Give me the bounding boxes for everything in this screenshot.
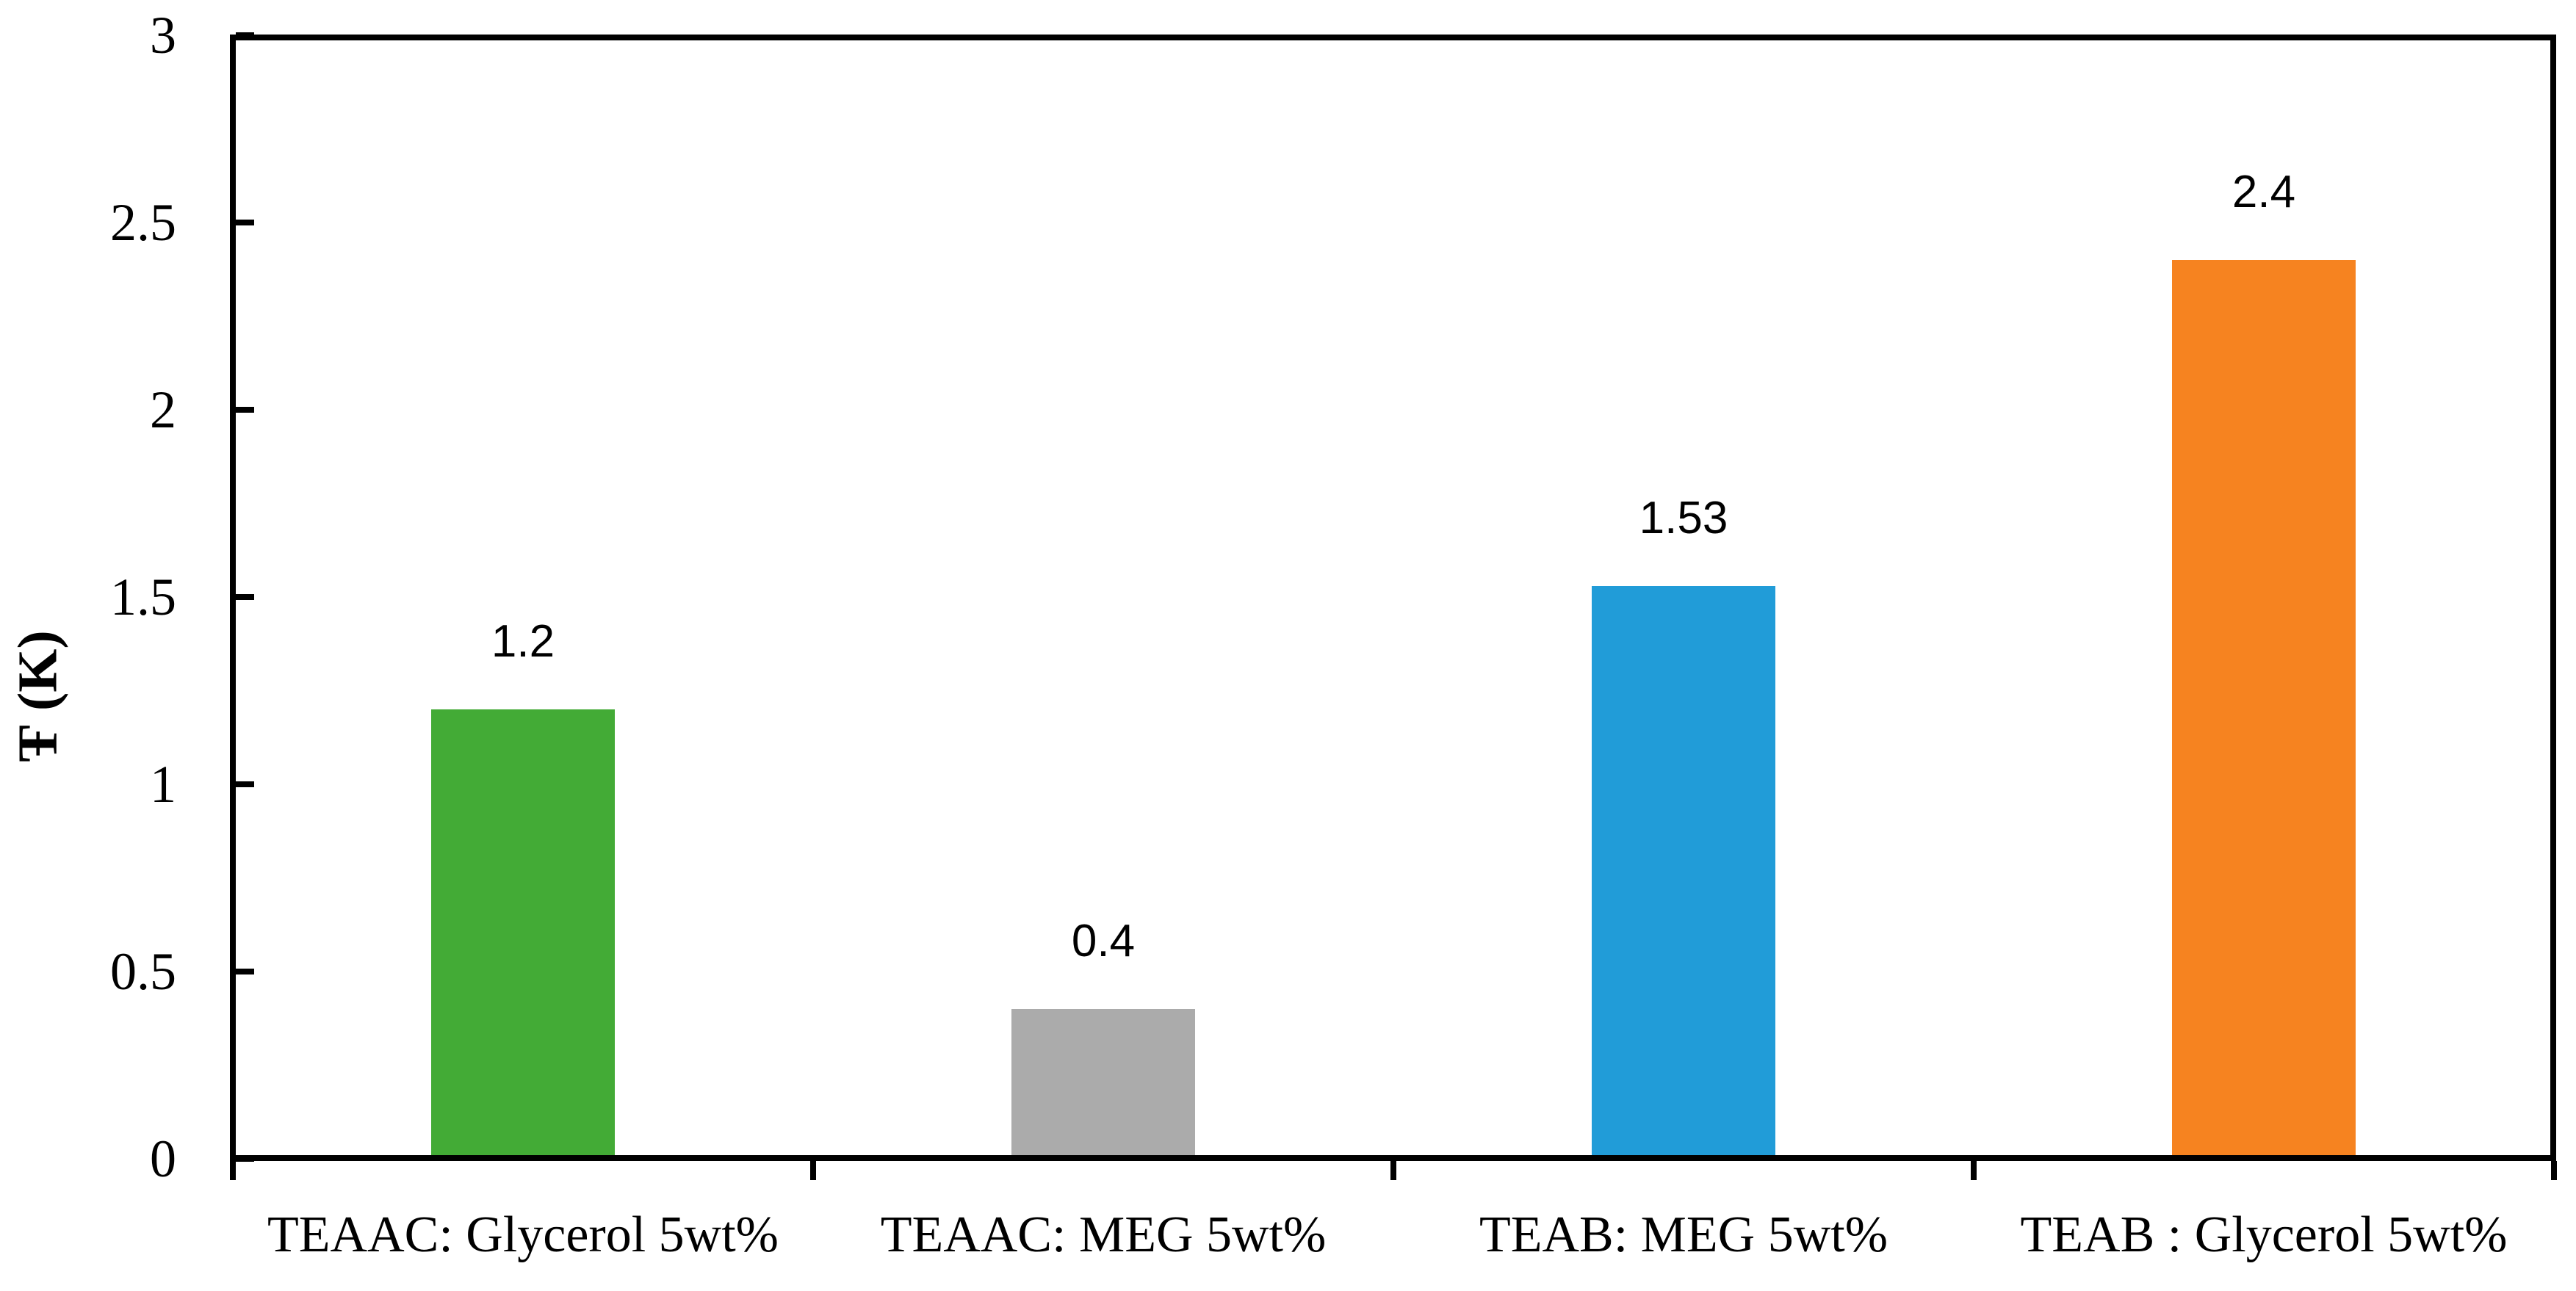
bar (2172, 260, 2356, 1159)
bar (431, 709, 615, 1159)
y-tick-label: 1 (150, 755, 176, 814)
y-tick-mark (236, 781, 254, 787)
y-tick-mark (236, 407, 254, 413)
x-category-label: TEAB : Glycerol 5wt% (2020, 1207, 2508, 1263)
y-tick-label: 0.5 (110, 942, 176, 1001)
y-tick-mark (236, 594, 254, 600)
y-tick-mark (236, 32, 254, 38)
x-tick-mark (230, 1161, 236, 1180)
y-tick-label: 2.5 (110, 193, 176, 252)
bar (1592, 585, 1775, 1159)
y-tick-label: 1.5 (110, 568, 176, 626)
bar-value-label: 1.53 (1639, 492, 1728, 543)
bar-value-label: 0.4 (1071, 916, 1136, 966)
x-tick-mark (1971, 1161, 1977, 1180)
y-tick-mark (236, 1156, 254, 1162)
bar-value-label: 1.2 (491, 616, 555, 667)
y-tick-mark (236, 220, 254, 225)
y-tick-label: 3 (150, 6, 176, 65)
y-tick-mark (236, 969, 254, 974)
bar (1011, 1009, 1195, 1159)
x-tick-mark (1390, 1161, 1396, 1180)
y-tick-label: 0 (150, 1129, 176, 1188)
x-category-label: TEAB: MEG 5wt% (1479, 1207, 1888, 1263)
y-tick-label: 2 (150, 380, 176, 439)
x-tick-mark (2551, 1161, 2557, 1180)
bar-value-label: 2.4 (2232, 167, 2296, 217)
y-axis-title: Ŧ (K) (7, 630, 69, 762)
x-category-label: TEAAC: MEG 5wt% (880, 1207, 1327, 1263)
x-category-label: TEAAC: Glycerol 5wt% (267, 1207, 779, 1263)
x-tick-mark (810, 1161, 816, 1180)
